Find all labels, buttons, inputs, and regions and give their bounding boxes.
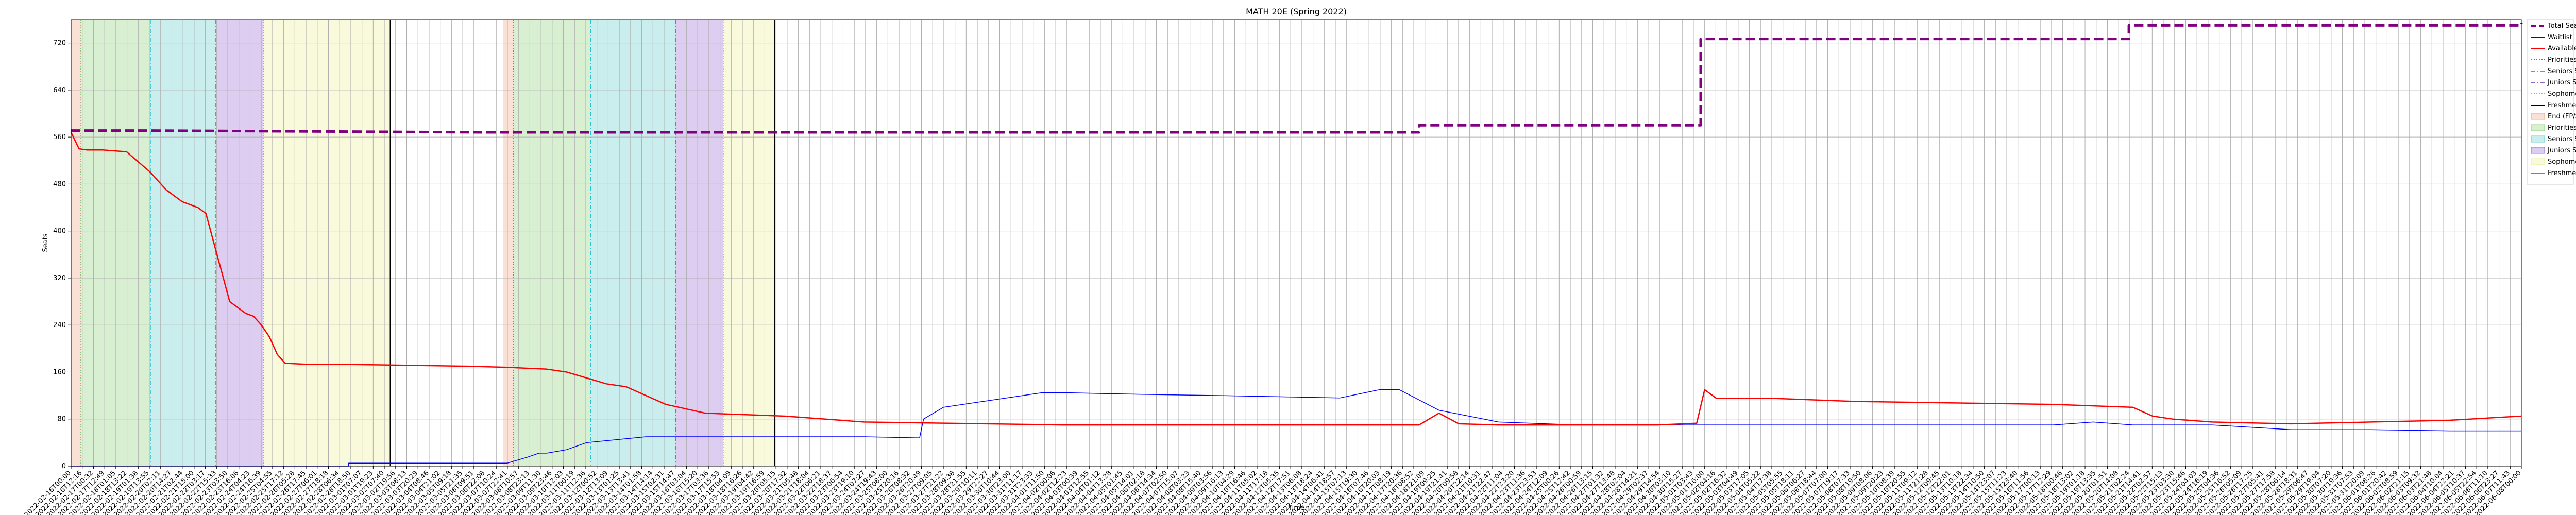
phase-band-2-2 <box>513 20 591 466</box>
legend-swatch <box>2531 113 2545 120</box>
legend-swatch <box>2531 124 2545 131</box>
chart-title: MATH 20E (Spring 2022) <box>1246 7 1347 16</box>
legend-label: Seniors Start <box>2548 67 2576 75</box>
y-tick-label: 240 <box>53 321 66 329</box>
y-tick-label: 320 <box>53 274 66 282</box>
y-tick-label: 400 <box>53 228 66 235</box>
legend-label: Freshmen Start <box>2548 169 2576 177</box>
legend-label: Priorities Start <box>2548 56 2576 64</box>
legend-label: Available <box>2548 45 2576 53</box>
phase-band-2-1 <box>503 20 514 466</box>
legend-label: Freshmen Start <box>2548 101 2576 109</box>
plot-frame <box>71 19 2522 467</box>
grid-lines <box>71 20 2522 467</box>
legend-label: Sophomores Start <box>2548 90 2576 98</box>
phase-band-1-1 <box>71 20 81 466</box>
legend-label: Seniors Start <box>2548 135 2576 143</box>
series-line-3 <box>70 132 2522 426</box>
phase-band-1-5 <box>263 20 391 466</box>
series-line-2 <box>71 389 2521 467</box>
y-axis: 0 80 160 240 320 400 480 560 640 720 <box>53 40 71 470</box>
x-axis-label: Time <box>1287 504 1304 512</box>
phase-band-2-3 <box>590 20 676 466</box>
y-tick-label: 160 <box>53 368 66 376</box>
legend-label: Sophomores Start <box>2548 158 2576 166</box>
legend-box <box>2527 19 2574 185</box>
legend-swatch <box>2531 135 2545 143</box>
legend-label: Waitlist <box>2548 33 2572 41</box>
plot-series <box>70 23 2523 467</box>
legend-swatch <box>2531 158 2545 165</box>
legend-swatch <box>2531 147 2545 154</box>
legend-label: Priorities Start <box>2548 124 2576 132</box>
y-tick-label: 80 <box>57 416 66 423</box>
y-axis-label: Seats <box>42 233 49 252</box>
legend-label: End (FP/SP) <box>2548 113 2576 121</box>
legend-label: Juniors Start <box>2547 147 2576 154</box>
phase-lines <box>80 20 776 466</box>
legend: Total Seats Waitlist Available Priorities S… <box>2527 19 2576 185</box>
y-tick-label: 480 <box>53 180 66 188</box>
legend-label: Total Seats <box>2547 22 2576 30</box>
phase-band-2-5 <box>723 20 775 466</box>
y-tick-label: 560 <box>53 133 66 141</box>
phase-band-1-4 <box>215 20 264 466</box>
y-tick-label: 720 <box>53 40 66 47</box>
x-axis: 2022-02-16T00:002022-02-16T12:162022-02-… <box>23 466 2523 515</box>
phase-band-2-4 <box>675 20 723 466</box>
phase-bands <box>71 20 775 466</box>
legend-label: Juniors Start <box>2547 79 2576 87</box>
y-tick-label: 640 <box>53 87 66 94</box>
y-tick-label: 0 <box>62 462 66 470</box>
series-line-1 <box>71 23 2523 134</box>
